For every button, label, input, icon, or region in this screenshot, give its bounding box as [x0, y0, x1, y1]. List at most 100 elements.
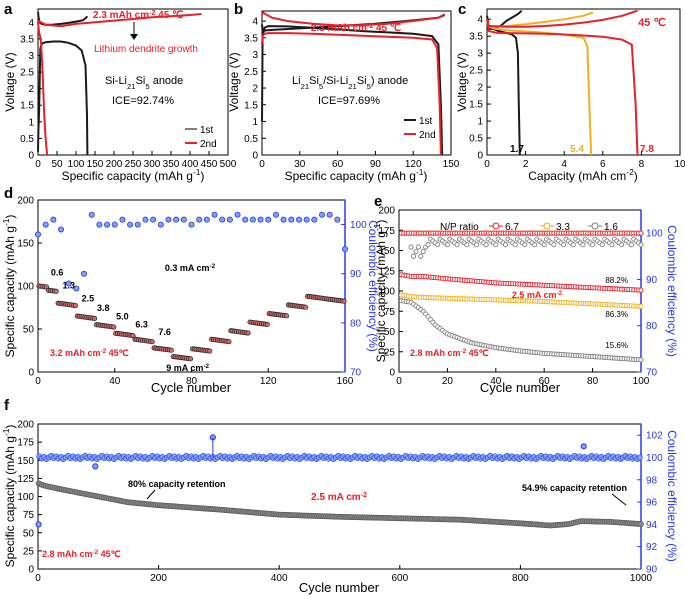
x-tick-label: 150 — [443, 159, 460, 170]
label-part: 2.3 mAh cm — [311, 23, 367, 34]
ce-point — [157, 221, 164, 228]
label-part: -2 — [626, 167, 634, 177]
label-part: Si — [357, 75, 367, 87]
ce-point — [590, 242, 596, 248]
y-tick-label: 1 — [28, 117, 34, 128]
y-tick-label: 0.5 — [244, 134, 258, 145]
y-tick-label: 75 — [384, 307, 396, 318]
x-tick-label: 500 — [220, 159, 237, 170]
ce-point — [561, 242, 567, 248]
capacity-point — [53, 288, 59, 294]
ce-point — [599, 242, 605, 248]
y-tick-label: 150 — [17, 239, 34, 250]
label-part: 2.8 mAh cm — [410, 348, 461, 358]
capacity-point — [638, 521, 644, 527]
ce-point — [318, 211, 325, 218]
capacity-point-3.3 — [638, 303, 644, 309]
label-part: ) anode — [371, 75, 408, 87]
label-part: ) — [3, 215, 17, 219]
ce-point — [418, 253, 424, 259]
ce-point — [413, 249, 419, 255]
y2-tick-label: 100 — [646, 229, 663, 240]
condition-label: 3.2 mAh cm-2 45℃ — [50, 348, 129, 359]
x-tick-label: 60 — [539, 376, 551, 387]
ce-point — [493, 242, 499, 248]
panel-f: 0 200 400 600 800 1000 0 25 50 75 100 125 150 175 200 9… — [1, 420, 679, 596]
ce-point — [88, 211, 95, 218]
rate-label: 6.3 — [135, 319, 148, 329]
label-part: -1 — [372, 223, 382, 231]
y-tick-label: 25 — [23, 546, 35, 557]
x-tick-label: 50 — [51, 159, 63, 170]
series-2nd-discharge — [261, 11, 446, 27]
ce-point — [295, 216, 302, 223]
retention-3.3: 86.3% — [605, 310, 628, 319]
label-part: -1 — [416, 167, 424, 177]
legend-marker-3.3 — [543, 222, 551, 230]
y-tick-label: 175 — [17, 438, 34, 449]
condition-label: 2.3 mAh cm-2 45 ℃ — [311, 23, 401, 35]
label-part: -2 — [367, 23, 373, 30]
label-part: 21 — [301, 82, 310, 91]
label-part: 2.5 mA cm — [512, 290, 557, 300]
capacity-point — [303, 304, 309, 310]
label-part: 2.3 mAh cm — [93, 10, 149, 21]
retention-6.7: 88.2% — [605, 276, 628, 285]
y-tick-label: 25 — [384, 347, 396, 358]
label-part: 2.5 mA cm — [311, 492, 361, 503]
x-axis-label: Cycle number — [480, 380, 561, 395]
y2-tick-label: 94 — [646, 520, 658, 531]
ce-point — [265, 216, 272, 223]
legend-label-1.6: 1.6 — [604, 222, 618, 233]
label-part: 0.3 mA cm — [165, 263, 210, 273]
sample-label: Li21Si5/Si-Li21Si5) anode — [292, 75, 408, 91]
x-axis-label: Cycle number — [299, 580, 380, 595]
label-part: 3.2 mAh cm — [50, 348, 101, 358]
x-axis-label: Specific capacity (mAh g-1) — [62, 167, 205, 183]
ce-point — [242, 216, 249, 223]
y2-tick-label: 96 — [646, 498, 658, 509]
y-axis-label: Voltage (V) — [455, 52, 469, 111]
label-part: Specific capacity (mAh g — [3, 226, 17, 357]
series-1.7-charge — [486, 15, 521, 156]
x-tick-label: 0 — [35, 159, 41, 170]
label-part: -2 — [361, 492, 367, 499]
y-tick-label: 3 — [28, 51, 34, 62]
legend-1st: 1st — [200, 125, 214, 136]
ce-point — [134, 221, 141, 228]
rate-label: 1.3 — [62, 281, 75, 291]
rate-label: 2.5 mA cm-2 — [311, 492, 367, 504]
label-part: ) — [374, 220, 388, 224]
y-tick-label: 3 — [252, 50, 258, 61]
y2-axis-label: Coulombic efficiency (%) — [366, 220, 380, 352]
y-tick-label: 100 — [378, 287, 395, 298]
y-tick-label: 0 — [477, 151, 483, 162]
x-tick-label: 450 — [201, 159, 218, 170]
x-tick-label: 120 — [405, 159, 422, 170]
ce-point — [142, 216, 149, 223]
y2-tick-label: 80 — [350, 318, 362, 329]
x-tick-label: 90 — [370, 159, 382, 170]
x-tick-label: 120 — [260, 376, 277, 387]
y2-tick-label: 90 — [646, 565, 658, 576]
ice-label: ICE=92.74% — [112, 95, 174, 107]
legend-1st: 1st — [419, 116, 433, 127]
series-2nd-charge — [37, 22, 49, 156]
rate-label: 2.5 mA cm-2 — [512, 290, 563, 301]
x-tick-label: 80 — [186, 376, 198, 387]
label-part: 9 mA cm — [166, 363, 203, 373]
y-tick-label: 3.5 — [20, 34, 34, 45]
ce-point — [619, 242, 625, 248]
label-part: ) — [423, 169, 427, 183]
capacity-point-1.6 — [638, 357, 644, 363]
arrow-line — [611, 493, 627, 506]
value-label-5.4: 5.4 — [570, 144, 584, 155]
y2-axis-label: Coulombic efficiency (%) — [665, 225, 679, 357]
y-tick-label: 2 — [252, 84, 258, 95]
panel-letter-f: f — [4, 397, 10, 414]
label-part: 2.8 mAh cm — [42, 549, 93, 559]
ce-point — [288, 216, 295, 223]
ce-point — [73, 285, 80, 292]
y2-tick-label: 90 — [350, 269, 362, 280]
ce-point — [334, 216, 341, 223]
